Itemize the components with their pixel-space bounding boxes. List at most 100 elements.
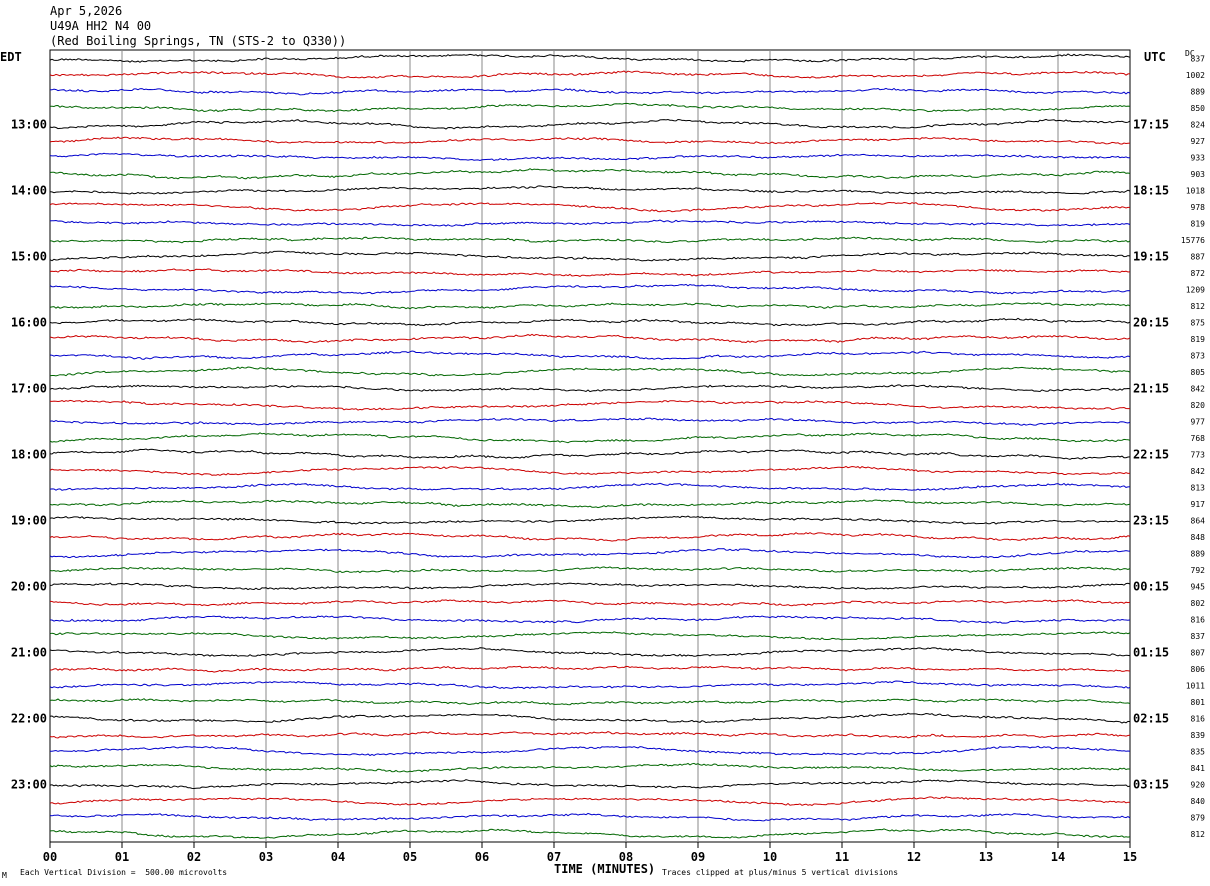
seismic-trace xyxy=(49,317,1131,327)
seismic-trace xyxy=(49,680,1131,690)
seismic-trace xyxy=(49,762,1131,773)
seismic-trace xyxy=(49,465,1131,476)
left-time-label: 16:00 xyxy=(11,315,47,329)
dc-offset-value: 773 xyxy=(1191,450,1206,459)
right-time-label: 22:15 xyxy=(1133,447,1169,461)
seismic-trace xyxy=(49,53,1131,63)
x-tick-label: 12 xyxy=(907,850,921,864)
dc-offset-value: 841 xyxy=(1191,764,1206,773)
dc-offset-value: 807 xyxy=(1191,648,1206,657)
x-tick-label: 06 xyxy=(475,850,489,864)
dc-offset-value: 917 xyxy=(1191,500,1206,509)
right-time-label: 00:15 xyxy=(1133,579,1169,593)
dc-offset-value: 835 xyxy=(1191,747,1206,756)
dc-offset-value: 812 xyxy=(1191,302,1206,311)
seismic-trace xyxy=(49,828,1131,839)
x-tick-label: 15 xyxy=(1123,850,1137,864)
dc-offset-value: 875 xyxy=(1191,318,1206,327)
seismic-trace xyxy=(50,102,1131,113)
dc-offset-value: 933 xyxy=(1191,153,1206,162)
seismic-trace xyxy=(49,532,1131,542)
dc-offset-value: 15776 xyxy=(1181,236,1205,245)
x-tick-label: 03 xyxy=(259,850,273,864)
seismic-trace xyxy=(49,779,1131,790)
left-time-label: 17:00 xyxy=(11,381,47,395)
dc-offset-value: 805 xyxy=(1191,368,1206,377)
seismic-trace xyxy=(49,350,1131,361)
x-tick-label: 07 xyxy=(547,850,561,864)
right-time-label: 01:15 xyxy=(1133,645,1169,659)
left-time-label: 14:00 xyxy=(11,183,47,197)
dc-offset-value: 879 xyxy=(1191,813,1206,822)
x-tick-label: 00 xyxy=(43,850,57,864)
seismic-trace xyxy=(49,185,1131,195)
seismic-trace xyxy=(49,283,1131,295)
right-time-label: 18:15 xyxy=(1133,183,1169,197)
trace-group xyxy=(49,53,1131,839)
left-time-label: 22:00 xyxy=(11,711,47,725)
header-location: (Red Boiling Springs, TN (STS-2 to Q330)… xyxy=(50,34,347,48)
dc-offset-value: 816 xyxy=(1191,615,1206,624)
left-axis-label: EDT xyxy=(0,50,22,64)
dc-offset-value: 768 xyxy=(1191,434,1206,443)
tick-group: 00 01 02 03 04 05 06 07 08 09 10 11 12 13 14 1513:0014:… xyxy=(11,54,1205,864)
dc-offset-value: 850 xyxy=(1191,104,1206,113)
seismic-trace xyxy=(49,796,1131,806)
seismic-trace xyxy=(50,615,1131,624)
seismic-trace xyxy=(49,515,1131,525)
seismic-trace xyxy=(49,268,1131,277)
seismic-trace xyxy=(49,384,1131,393)
corner-mark: M xyxy=(2,871,7,880)
plot-grid xyxy=(49,49,1131,843)
right-time-label: 19:15 xyxy=(1133,249,1169,263)
seismic-trace xyxy=(49,417,1131,426)
dc-offset-value: 873 xyxy=(1191,351,1206,360)
seismic-trace xyxy=(49,236,1131,244)
dc-offset-value: 820 xyxy=(1191,401,1206,410)
dc-offset-value: 864 xyxy=(1191,516,1206,525)
left-time-label: 18:00 xyxy=(11,447,47,461)
dc-offset-value: 848 xyxy=(1191,533,1206,542)
dc-offset-value: 802 xyxy=(1191,599,1206,608)
dc-offset-value: 812 xyxy=(1191,830,1206,839)
plot-frame xyxy=(49,49,1131,843)
seismic-trace xyxy=(49,201,1130,213)
left-time-label: 21:00 xyxy=(11,645,47,659)
right-time-label: 03:15 xyxy=(1133,777,1169,791)
dc-offset-value: 819 xyxy=(1191,219,1206,228)
seismic-trace xyxy=(49,302,1131,310)
right-axis-label: UTC xyxy=(1144,50,1166,64)
header-date: Apr 5,2026 xyxy=(50,4,123,18)
left-time-label: 13:00 xyxy=(11,117,47,131)
seismic-trace xyxy=(49,566,1131,574)
seismic-trace xyxy=(49,665,1131,673)
x-tick-label: 10 xyxy=(763,850,777,864)
dc-offset-value: 842 xyxy=(1191,467,1206,476)
dc-offset-value: 819 xyxy=(1191,335,1206,344)
seismic-trace xyxy=(49,333,1131,344)
dc-offset-value: 839 xyxy=(1191,731,1206,740)
dc-offset-value: 824 xyxy=(1191,120,1206,129)
seismic-trace xyxy=(49,698,1131,706)
dc-offset-value: 1011 xyxy=(1186,681,1205,690)
seismic-trace xyxy=(49,812,1131,822)
dc-offset-value: 1018 xyxy=(1186,186,1205,195)
dc-offset-value: 927 xyxy=(1191,137,1206,146)
dc-offset-value: 837 xyxy=(1191,54,1206,63)
seismic-trace xyxy=(49,366,1131,377)
seismic-trace xyxy=(49,152,1130,162)
dc-offset-value: 1002 xyxy=(1186,71,1205,80)
dc-offset-value: 1209 xyxy=(1186,285,1205,294)
x-axis-label: TIME (MINUTES) xyxy=(554,862,656,876)
seismic-trace xyxy=(49,70,1131,79)
seismic-trace xyxy=(49,448,1131,460)
x-tick-label: 14 xyxy=(1051,850,1065,864)
dc-offset-value: 837 xyxy=(1191,632,1206,641)
scale-note: Each Vertical Division = 500.00 microvol… xyxy=(20,868,228,877)
dc-offset-value: 887 xyxy=(1191,252,1206,261)
dc-offset-value: 978 xyxy=(1191,203,1206,212)
seismic-trace xyxy=(49,87,1131,96)
seismic-trace xyxy=(49,219,1131,227)
dc-label: DC xyxy=(1185,49,1195,58)
dc-offset-value: 840 xyxy=(1191,797,1206,806)
